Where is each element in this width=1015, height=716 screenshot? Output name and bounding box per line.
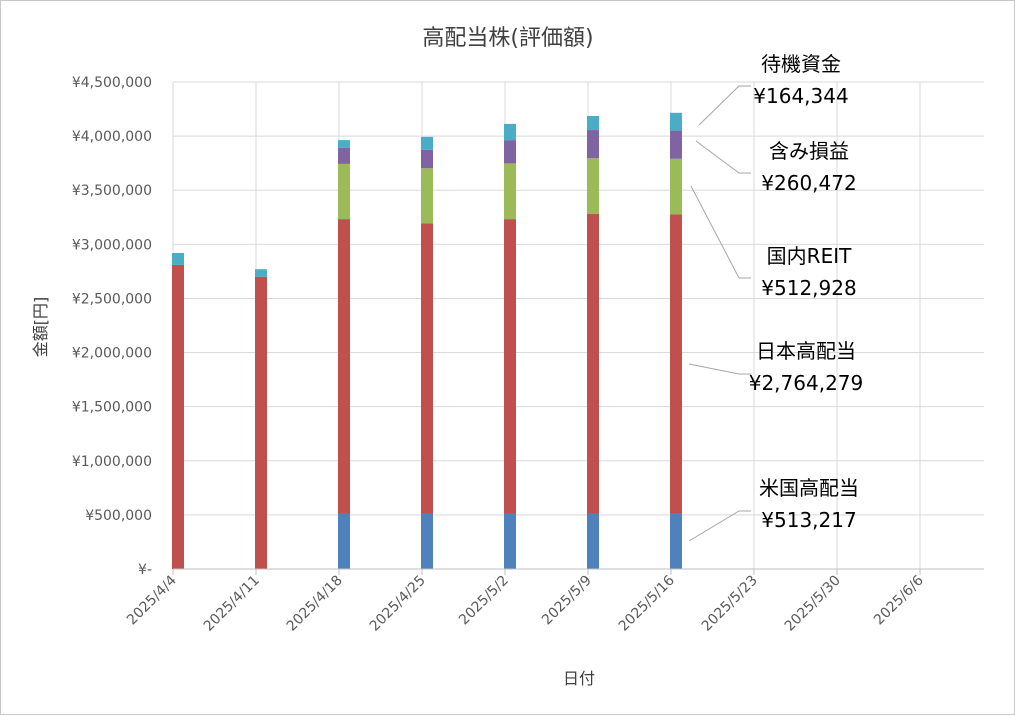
callout-layer: 待機資金 ¥164,344 含み損益 ¥260,472 国内REIT ¥512,928 日本… (688, 52, 864, 542)
bar-segment (670, 130, 682, 159)
x-axis-title: 日付 (563, 669, 595, 688)
x-tick-label: 2025/4/18 (284, 573, 346, 635)
y-tick-label: ¥1,000,000 (72, 454, 152, 470)
bar-segment (587, 115, 599, 131)
chart-title: 高配当株(評価額) (422, 26, 593, 51)
bar-segment (255, 269, 267, 277)
callout-leader-line (695, 140, 751, 174)
y-tick-label: ¥3,500,000 (72, 183, 152, 199)
callout-series-value: ¥164,344 (753, 84, 848, 108)
callout-series-name: 含み損益 (769, 139, 849, 163)
callout-leader-line (690, 185, 751, 279)
bars-layer (172, 112, 682, 569)
callout-series-name: 国内REIT (767, 244, 852, 268)
bar-segment (421, 513, 433, 569)
bar-segment (504, 219, 516, 514)
x-tick-label: 2025/6/6 (871, 572, 927, 628)
callout-leader-line (688, 363, 751, 375)
bar-segment (338, 140, 350, 148)
callout-series-value: ¥2,764,279 (749, 371, 864, 395)
x-tick-label: 2025/4/11 (201, 573, 263, 635)
bar-segment (504, 123, 516, 141)
bar-segment (172, 264, 184, 569)
bar-segment (338, 513, 350, 569)
bar-segment (338, 219, 350, 514)
bar-segment (338, 147, 350, 164)
x-tick-label: 2025/5/9 (539, 573, 595, 629)
x-tick-label: 2025/4/4 (124, 572, 180, 628)
y-tick-label: ¥500,000 (85, 508, 152, 524)
x-tick-label: 2025/4/25 (367, 573, 429, 635)
bar-segment (504, 513, 516, 569)
x-tick-label: 2025/5/23 (699, 573, 761, 635)
y-tick-label: ¥3,000,000 (72, 237, 152, 253)
callout-series-value: ¥513,217 (761, 508, 856, 532)
callout-series-name: 日本高配当 (756, 339, 856, 363)
bar-segment (421, 168, 433, 224)
bar-segment (504, 140, 516, 164)
y-tick-label: ¥- (138, 562, 152, 578)
bar-segment (172, 252, 184, 265)
bar-segment (421, 136, 433, 150)
callout-leader-line (688, 510, 751, 542)
callout-series-name: 待機資金 (761, 52, 841, 76)
bar-segment (670, 158, 682, 215)
callout-series-value: ¥260,472 (761, 171, 856, 195)
bar-segment (670, 112, 682, 131)
callout-leader-line (698, 85, 751, 126)
bar-segment (587, 513, 599, 569)
bar-segment (421, 223, 433, 514)
y-tick-label: ¥4,500,000 (72, 75, 152, 91)
x-tick-label: 2025/5/30 (782, 573, 844, 635)
callout-series-name: 米国高配当 (759, 476, 859, 500)
y-tick-label: ¥1,500,000 (72, 400, 152, 416)
x-tick-label: 2025/5/2 (456, 573, 512, 629)
grid-layer (172, 81, 984, 570)
bar-segment (421, 149, 433, 169)
bar-segment (587, 130, 599, 159)
y-tick-label: ¥2,000,000 (72, 346, 152, 362)
y-tick-label: ¥2,500,000 (72, 291, 152, 307)
bar-segment (670, 513, 682, 569)
y-tick-label: ¥4,000,000 (72, 129, 152, 145)
bar-segment (587, 158, 599, 214)
bar-segment (670, 214, 682, 514)
bar-segment (338, 163, 350, 220)
y-axis-title: 金額[円] (31, 297, 50, 358)
callout-series-value: ¥512,928 (761, 276, 856, 300)
bar-segment (504, 163, 516, 220)
x-tick-label: 2025/5/16 (616, 572, 678, 634)
bar-segment (587, 213, 599, 514)
bar-segment (255, 276, 267, 569)
